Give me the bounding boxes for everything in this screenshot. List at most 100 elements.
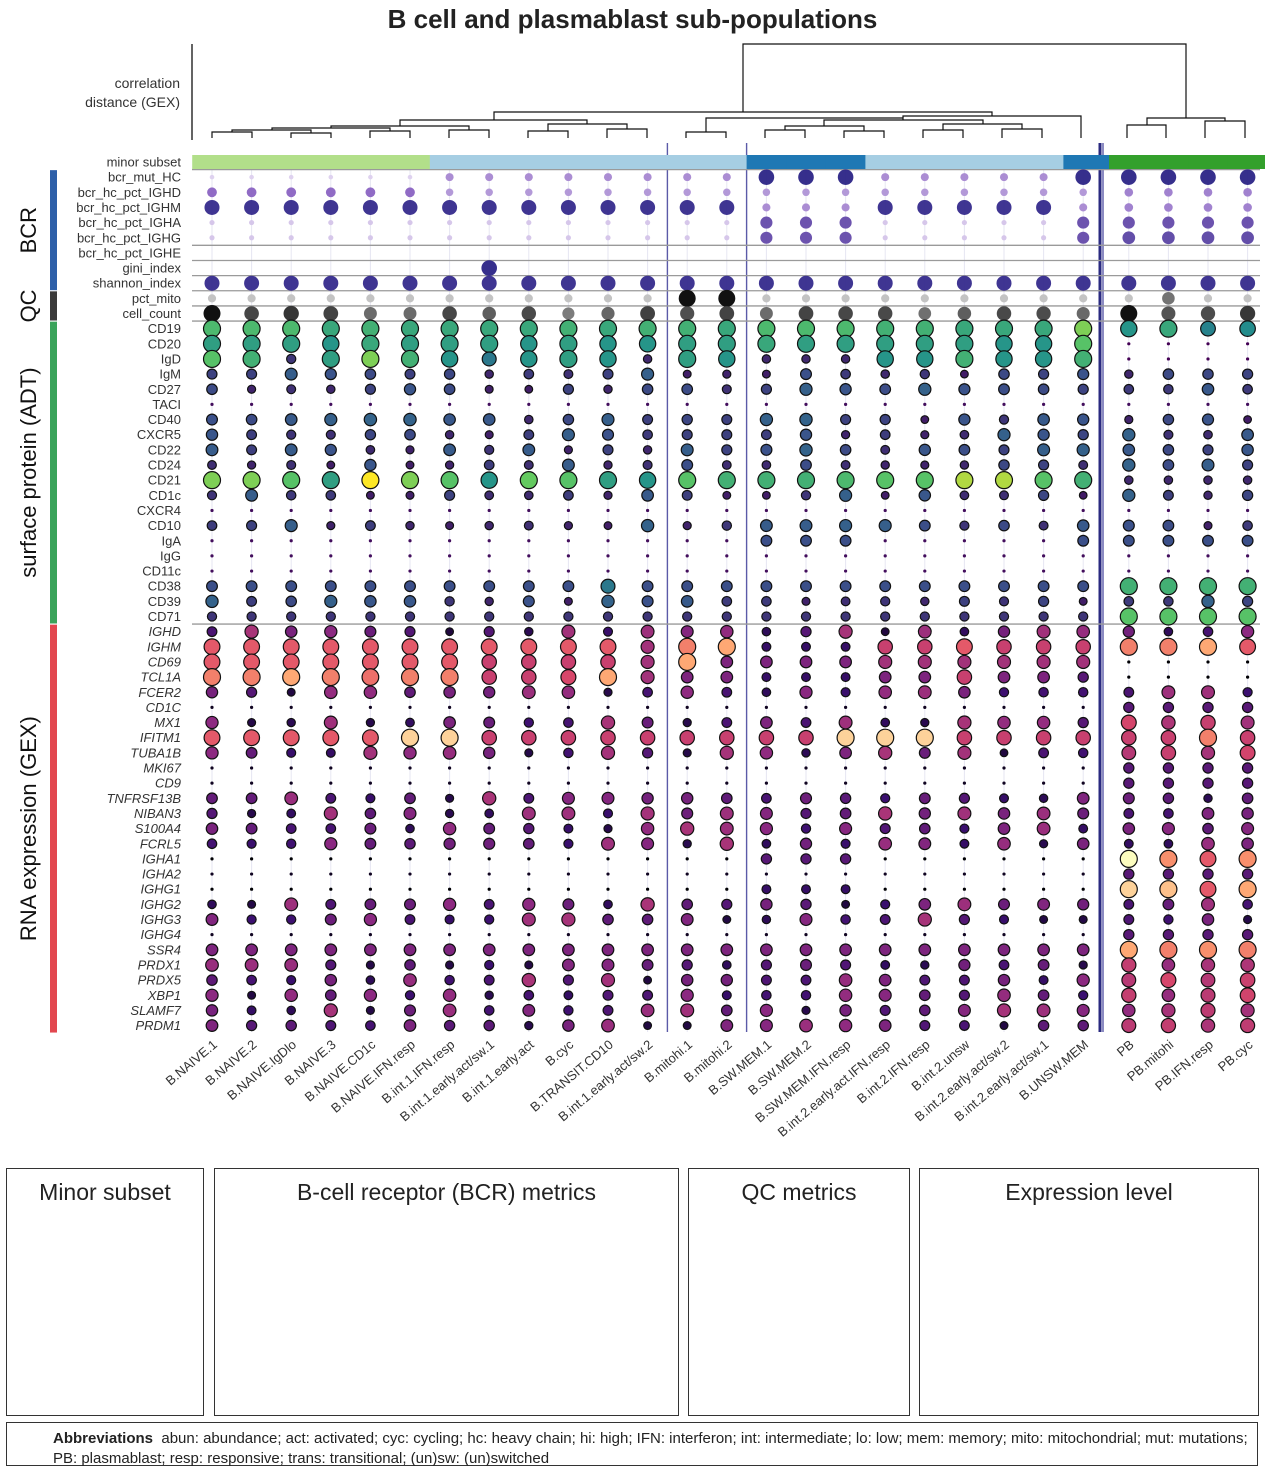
adt-dot [717, 319, 736, 338]
gex-dot [444, 793, 455, 803]
bcr-dot [881, 173, 890, 182]
adt-dot [600, 578, 616, 594]
gex-dot [844, 781, 848, 785]
bcr-dot [521, 275, 537, 291]
gex-dot [996, 729, 1012, 746]
gex-dot [1077, 671, 1089, 683]
row-label: bcr_hc_pct_IGHM [76, 200, 181, 215]
qc-dot [1076, 306, 1090, 321]
gex-dot [720, 943, 734, 957]
adt-dot [920, 415, 930, 424]
qc-dot [841, 294, 850, 303]
gex-dot [764, 933, 769, 937]
adt-dot [958, 383, 971, 396]
adt-dot [1081, 508, 1085, 513]
gex-dot [483, 898, 495, 910]
adt-dot [959, 429, 970, 440]
adt-dot [1002, 554, 1006, 558]
gex-dot [1199, 850, 1217, 868]
adt-dot [958, 443, 971, 456]
gex-dot [719, 745, 734, 760]
gex-dot [1077, 1019, 1090, 1032]
adt-dot [563, 520, 574, 531]
gex-dot [210, 872, 214, 876]
adt-dot [998, 490, 1010, 501]
bcr-dot [209, 174, 215, 180]
gex-dot [920, 960, 930, 970]
gex-dot [599, 638, 617, 656]
bcr-dot [365, 187, 376, 198]
adt-dot [1122, 488, 1136, 502]
gex-dot [444, 808, 455, 819]
dendrogram-branch [902, 115, 1082, 138]
gex-dot [448, 857, 452, 861]
row-label: CD40 [148, 412, 181, 427]
adt-dot [1037, 489, 1050, 501]
adt-dot [400, 471, 420, 490]
gex-dot [329, 857, 333, 861]
adt-dot [606, 402, 610, 406]
adt-dot [804, 554, 808, 558]
gex-dot [365, 1005, 375, 1015]
adt-dot [246, 368, 258, 380]
adt-dot [796, 471, 816, 490]
adt-dot [326, 520, 336, 531]
adt-dot [520, 335, 538, 353]
gex-dot [566, 933, 571, 937]
gex-dot [440, 667, 459, 687]
gex-dot [883, 872, 887, 876]
adt-dot [685, 539, 689, 543]
gex-dot [1240, 715, 1255, 730]
bcr-dot [525, 188, 533, 197]
gex-dot [998, 914, 1010, 925]
gex-dot [840, 687, 851, 698]
bcr-dot [920, 173, 929, 182]
row-label: pct_mito [132, 291, 181, 306]
adt-dot [1074, 471, 1093, 490]
gex-dot [640, 624, 655, 639]
gex-dot [1200, 897, 1216, 912]
gex-dot [839, 943, 852, 957]
gex-dot [725, 933, 729, 937]
gex-dot [325, 792, 337, 804]
gex-dot [759, 1003, 774, 1018]
bcr-dot [407, 235, 413, 241]
adt-dot [1201, 458, 1215, 472]
adt-dot [1081, 402, 1085, 406]
column-labels: B.NAIVE.1B.NAIVE.2B.NAIVE.IgDloB.NAIVE.3… [163, 1036, 1256, 1139]
adt-dot [601, 412, 615, 427]
dendrogram-branch [823, 119, 984, 126]
adt-dot [959, 460, 970, 470]
adt-dot [1206, 569, 1210, 573]
adt-dot [484, 369, 494, 379]
gex-dot [284, 943, 298, 957]
gex-dot [250, 887, 254, 891]
gex-dot [798, 729, 814, 746]
adt-dot [1037, 443, 1051, 457]
adt-dot [527, 539, 531, 543]
gex-dot [282, 667, 301, 687]
adt-dot [998, 383, 1010, 396]
adt-dot [408, 554, 412, 558]
gex-dot [1002, 933, 1006, 937]
adt-dot [368, 554, 372, 558]
gex-dot [640, 669, 655, 685]
gex-dot [600, 654, 616, 670]
gex-dot [203, 638, 221, 656]
adt-dot [638, 319, 657, 338]
gex-dot [878, 836, 893, 851]
gex-dot [682, 717, 692, 728]
row-label: SSR4 [147, 942, 181, 957]
gex-dot [441, 653, 459, 671]
gex-dot [962, 781, 967, 785]
adt-dot [1034, 471, 1053, 490]
adt-dot [443, 413, 456, 426]
adt-dot [760, 429, 772, 441]
gex-dot [244, 624, 259, 639]
adt-dot [839, 383, 852, 396]
gex-dot [325, 898, 337, 910]
adt-dot [246, 384, 257, 394]
gex-dot [764, 705, 769, 710]
adt-dot [844, 554, 848, 558]
minor-subset-band [192, 155, 1265, 169]
